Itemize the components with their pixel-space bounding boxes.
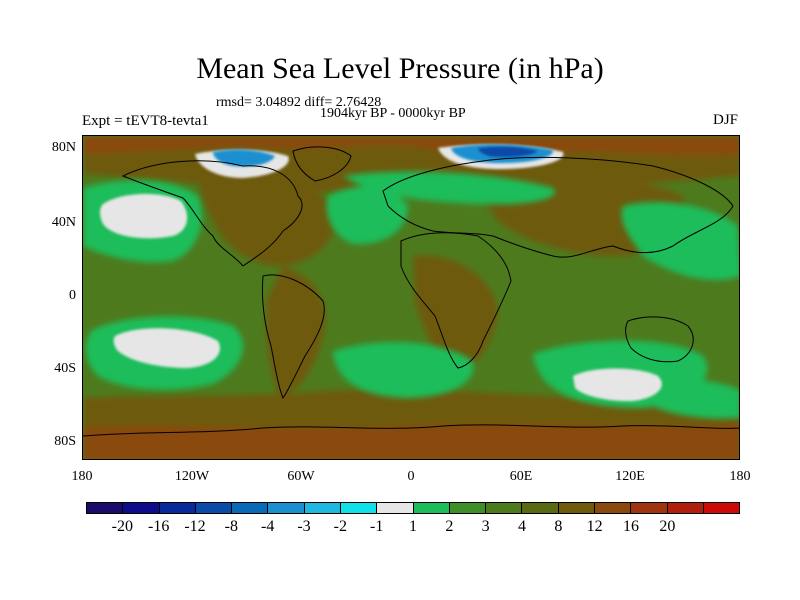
- colorbar-box: [304, 503, 341, 513]
- colorbar-box: [340, 503, 378, 513]
- colorbar-box: [123, 503, 160, 513]
- south-atlantic-green: [333, 342, 474, 398]
- greenland-negative: [213, 149, 275, 167]
- colorbar-label: 12: [586, 518, 603, 535]
- map-canvas: [83, 136, 739, 459]
- far-south-green: [643, 379, 739, 419]
- southern-rim: [83, 424, 739, 459]
- colorbar-box: [522, 503, 559, 513]
- north-pacific-low: [100, 193, 188, 239]
- colorbar-box: [558, 503, 595, 513]
- colorbar-box: [87, 503, 124, 513]
- lon-label-60e: 60E: [509, 469, 533, 484]
- colorbar-box: [159, 503, 196, 513]
- stats-label: rmsd= 3.04892 diff= 2.76428: [216, 95, 382, 110]
- coast-antarctica: [83, 424, 739, 437]
- colorbar-label: 4: [518, 518, 526, 535]
- colorbar-label: -1: [369, 518, 384, 535]
- colorbar-label: -3: [297, 518, 311, 535]
- lon-label-60w: 60W: [287, 469, 315, 484]
- colorbar-box: [268, 503, 305, 513]
- south-pacific-low: [113, 328, 220, 368]
- lon-label-120w: 120W: [174, 469, 210, 484]
- colorbar-label: 1: [409, 518, 417, 535]
- colorbar-label: 16: [623, 518, 639, 535]
- negative-anomaly-regions: [213, 144, 554, 167]
- season-label: DJF: [713, 112, 739, 128]
- colorbar-label: -2: [333, 518, 347, 535]
- colorbar-box: [594, 503, 632, 513]
- colorbar-box: [232, 503, 269, 513]
- south-indian-low: [573, 368, 662, 402]
- colorbar-label: 20: [659, 518, 676, 535]
- colorbar-label: -12: [184, 518, 206, 535]
- lon-label-180e: 180: [729, 469, 751, 484]
- coast-africa: [400, 232, 512, 369]
- colorbar-label: 2: [445, 518, 454, 535]
- colorbar-box: [667, 503, 704, 513]
- lat-label-40n: 40N: [51, 215, 76, 230]
- lat-label-40s: 40S: [54, 361, 76, 376]
- colorbar-label: -8: [224, 518, 238, 535]
- coast-australia: [625, 316, 694, 363]
- coast-south-america: [262, 274, 325, 400]
- colorbar-box: [631, 503, 668, 513]
- south-america-high: [266, 266, 326, 395]
- colorbar-box: [413, 503, 450, 513]
- lon-label-0: 0: [407, 469, 415, 484]
- colorbar-box: [195, 503, 233, 513]
- lat-label-eq: 0: [69, 288, 76, 303]
- colorbar-box: [377, 503, 414, 513]
- coastlines: [83, 146, 739, 437]
- africa-high: [413, 255, 498, 376]
- colorbar-box: [449, 503, 487, 513]
- colorbar-box: [486, 503, 523, 513]
- coast-north-america: [121, 160, 303, 267]
- plot-title: Mean Sea Level Pressure (in hPa): [196, 52, 604, 85]
- north-atlantic-green: [326, 186, 408, 245]
- lon-label-180w: 180: [71, 469, 93, 484]
- colorbar-label: -4: [260, 518, 275, 535]
- pressure-map: [82, 135, 740, 460]
- colorbar-label: -16: [147, 518, 170, 535]
- lat-label-80n: 80N: [51, 140, 76, 155]
- experiment-label: Expt = tEVT8-tevta1: [82, 113, 209, 129]
- period-label: 1904kyr BP - 0000kyr BP: [320, 106, 466, 121]
- eurasia-green: [343, 171, 555, 205]
- colorbar-box: [703, 503, 740, 513]
- colorbar-label: 3: [481, 518, 490, 535]
- coast-greenland: [292, 146, 352, 182]
- lat-label-80s: 80S: [54, 434, 76, 449]
- northern-rim: [83, 136, 739, 155]
- siberia-strong-negative: [478, 146, 538, 158]
- lon-label-120e: 120E: [615, 469, 645, 484]
- colorbar-label: -20: [111, 518, 133, 535]
- colorbar: [86, 502, 740, 514]
- north-america-high: [199, 172, 336, 267]
- colorbar-label: 8: [554, 518, 563, 535]
- coast-europe-asia: [382, 156, 734, 258]
